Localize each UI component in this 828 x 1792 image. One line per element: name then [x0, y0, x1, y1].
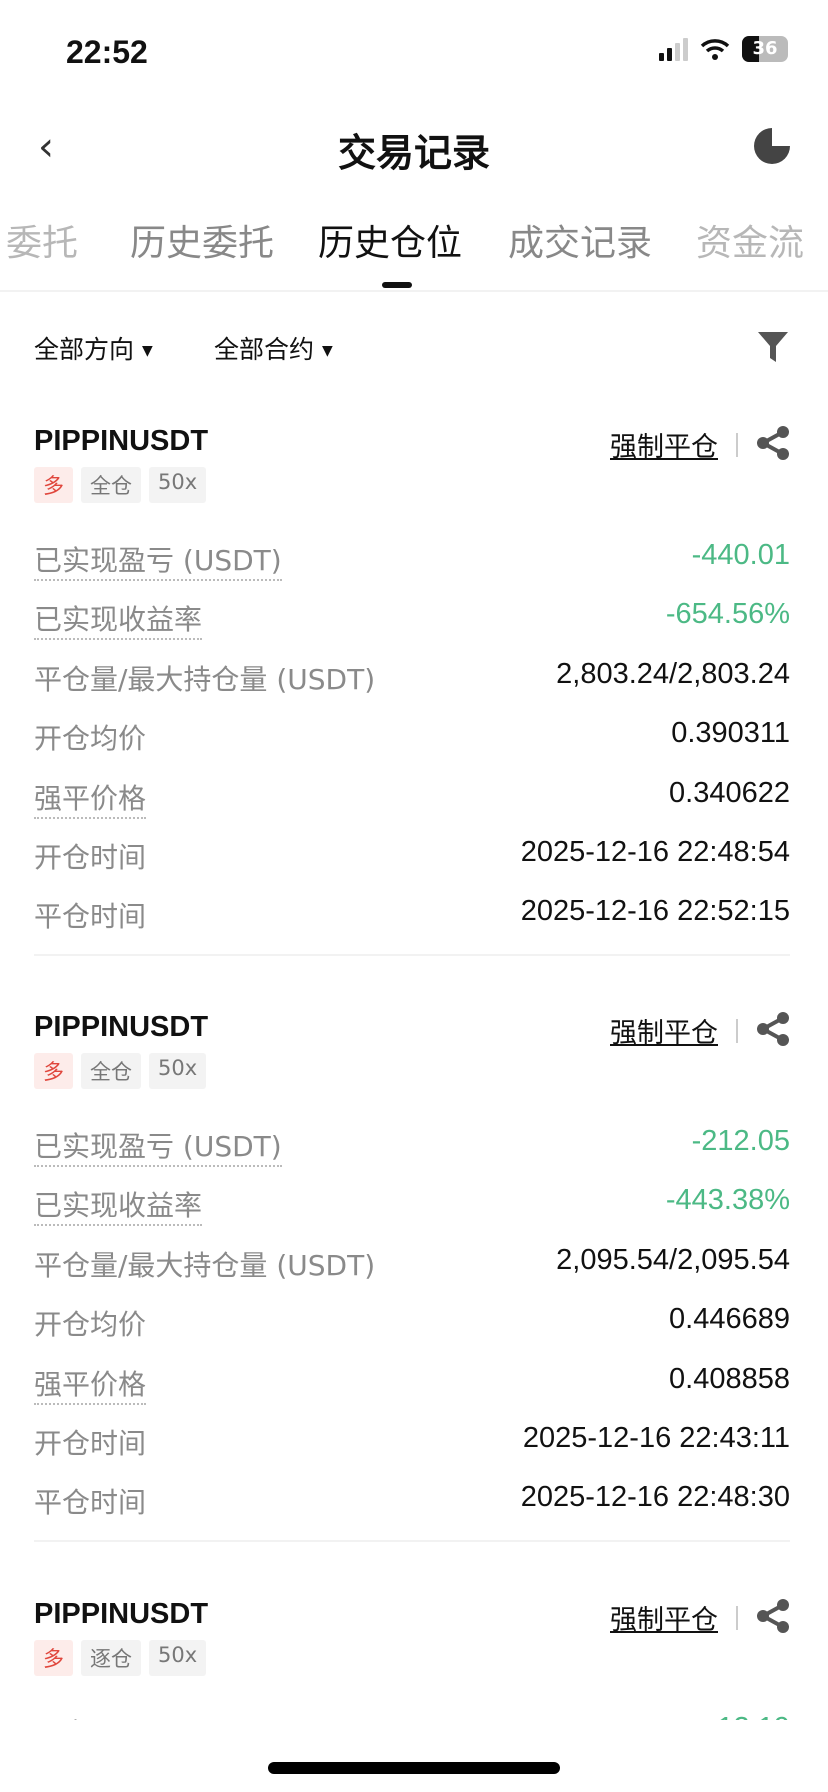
row-value: -212.05	[691, 1125, 790, 1157]
battery-level: 36	[752, 38, 778, 59]
tab-orders[interactable]: 委托	[6, 223, 79, 264]
row-entry: 开仓均价 0.390311	[34, 717, 790, 757]
row-label: 开仓时间	[34, 1427, 147, 1460]
divider	[34, 1540, 790, 1542]
divider	[34, 954, 790, 956]
side-tag: 多	[34, 467, 73, 503]
direction-filter-label: 全部方向	[34, 335, 135, 364]
row-label[interactable]: 已实现收益率	[34, 598, 203, 641]
row-open_time: 开仓时间 2025-12-16 22:48:54	[34, 836, 790, 876]
share-icon[interactable]	[756, 1598, 790, 1634]
row-close_time: 平仓时间 2025-12-16 22:52:15	[34, 895, 790, 935]
active-tab-indicator	[382, 282, 412, 288]
share-icon[interactable]	[756, 425, 790, 461]
leverage-tag: 50x	[149, 1053, 207, 1089]
side-tag: 多	[34, 1640, 73, 1676]
divider	[736, 1606, 738, 1630]
row-value: -654.56%	[665, 598, 790, 631]
row-value: 2,095.54/2,095.54	[556, 1243, 790, 1276]
row-roi: 已实现收益率 -443.38%	[34, 1184, 790, 1227]
caret-down-icon: ▼	[322, 343, 333, 359]
contract-filter-label: 全部合约	[214, 335, 315, 364]
share-icon[interactable]	[756, 1011, 790, 1047]
force-close-link[interactable]: 强制平仓	[610, 1605, 718, 1636]
row-liq: 强平价格 0.408858	[34, 1362, 790, 1405]
row-volume: 平仓量/最大持仓量 (USDT) 2,095.54/2,095.54	[34, 1244, 790, 1284]
row-value: 0.408858	[669, 1362, 790, 1395]
row-label[interactable]: 已实现盈亏 (USDT)	[34, 539, 282, 581]
status-time: 22:52	[66, 34, 148, 70]
wifi-icon	[700, 39, 730, 60]
tab-order-history[interactable]: 历史委托	[130, 223, 275, 264]
row-value: 2,803.24/2,803.24	[556, 657, 790, 690]
pie-chart-icon[interactable]	[754, 128, 790, 164]
row-label[interactable]: 已实现盈亏 (USDT)	[34, 1125, 282, 1167]
row-value: 0.390311	[671, 717, 790, 750]
row-label: 平仓时间	[34, 1486, 147, 1520]
row-label[interactable]: 已实现收益率	[34, 1184, 203, 1227]
leverage-tag: 50x	[149, 467, 207, 503]
margin-mode-tag: 全仓	[81, 467, 141, 503]
signal-icon	[659, 37, 688, 61]
row-value: 2025-12-16 22:48:30	[520, 1481, 790, 1514]
divider	[0, 290, 828, 292]
symbol: PIPPINUSDT	[34, 1011, 209, 1043]
margin-mode-tag: 逐仓	[81, 1640, 141, 1676]
battery-icon: 36	[742, 36, 788, 62]
row-label[interactable]: 强平价格	[34, 777, 147, 819]
row-value: 2025-12-16 22:52:15	[520, 895, 790, 928]
row-open_time: 开仓时间 2025-12-16 22:43:11	[34, 1422, 790, 1462]
row-label: 开仓均价	[34, 722, 147, 756]
home-indicator[interactable]	[268, 1762, 560, 1774]
tab-trade-history[interactable]: 成交记录	[508, 223, 653, 264]
row-label: 平仓时间	[34, 900, 147, 934]
row-label: 开仓时间	[34, 841, 147, 874]
contract-filter[interactable]: 全部合约 ▼	[214, 330, 333, 366]
page-title: 交易记录	[337, 131, 490, 175]
row-pnl: 已实现盈亏 (USDT) -440.01	[34, 539, 790, 581]
divider	[736, 433, 738, 457]
tab-funding[interactable]: 资金流	[696, 223, 805, 264]
direction-filter[interactable]: 全部方向 ▼	[34, 330, 153, 366]
row-value: -443.38%	[665, 1184, 790, 1217]
row-label: 平仓量/最大持仓量 (USDT)	[34, 1248, 376, 1282]
symbol: PIPPINUSDT	[34, 1598, 209, 1630]
filter-funnel-icon[interactable]	[758, 330, 788, 364]
row-value: -440.01	[691, 539, 790, 571]
caret-down-icon: ▼	[142, 343, 153, 359]
row-roi: 已实现收益率 -654.56%	[34, 598, 790, 641]
row-label: 开仓均价	[34, 1308, 147, 1342]
row-close_time: 平仓时间 2025-12-16 22:48:30	[34, 1481, 790, 1521]
row-liq: 强平价格 0.340622	[34, 776, 790, 819]
row-label: 平仓量/最大持仓量 (USDT)	[34, 662, 376, 696]
margin-mode-tag: 全仓	[81, 1053, 141, 1089]
row-value: 2025-12-16 22:43:11	[522, 1422, 790, 1454]
tab-bar: 委托 历史委托 历史仓位 成交记录 资金流	[0, 214, 828, 270]
symbol: PIPPINUSDT	[34, 425, 209, 457]
row-volume: 平仓量/最大持仓量 (USDT) 2,803.24/2,803.24	[34, 658, 790, 698]
divider	[736, 1019, 738, 1043]
force-close-link[interactable]: 强制平仓	[610, 1018, 718, 1049]
row-value: 0.446689	[669, 1303, 790, 1336]
row-entry: 开仓均价 0.446689	[34, 1303, 790, 1343]
status-icons: 36	[659, 36, 788, 62]
row-pnl: 已实现盈亏 (USDT) -212.05	[34, 1125, 790, 1167]
back-chevron-icon[interactable]: ‹	[38, 124, 54, 170]
leverage-tag: 50x	[149, 1640, 207, 1676]
row-label[interactable]: 强平价格	[34, 1363, 147, 1405]
tab-position-history[interactable]: 历史仓位	[318, 223, 463, 264]
row-value: 2025-12-16 22:48:54	[520, 836, 790, 868]
bottom-overlay	[0, 1720, 828, 1792]
force-close-link[interactable]: 强制平仓	[610, 432, 718, 463]
side-tag: 多	[34, 1053, 73, 1089]
row-value: 0.340622	[669, 776, 790, 809]
